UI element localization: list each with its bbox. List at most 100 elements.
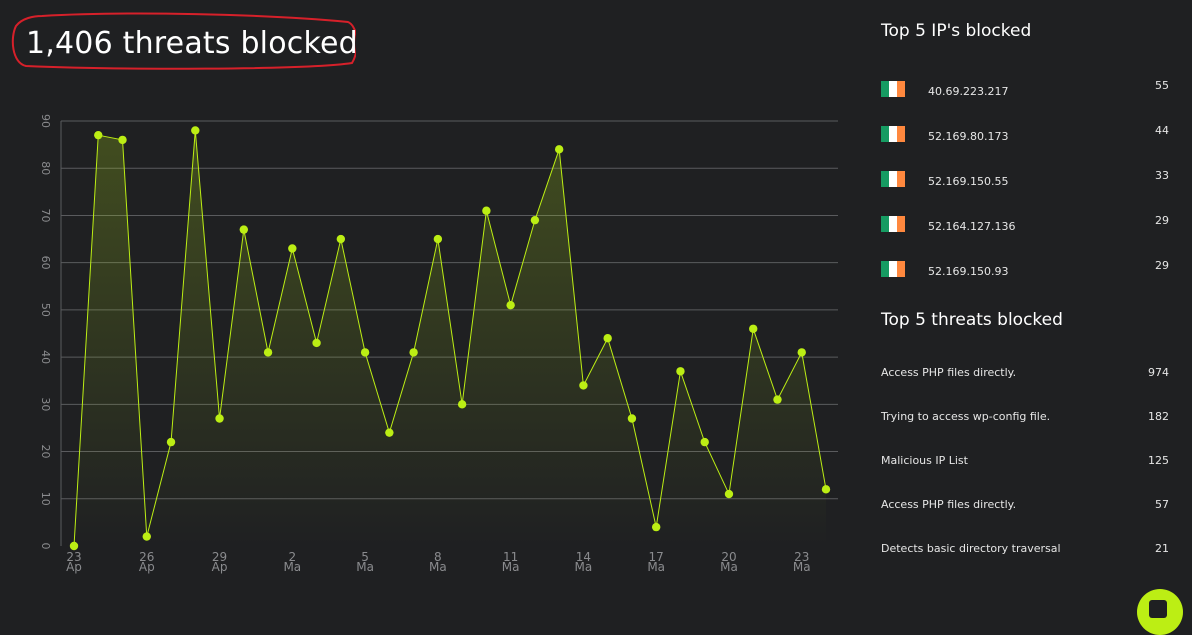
threat-count: 57: [1155, 498, 1169, 511]
data-point: [409, 348, 418, 357]
ireland-flag-icon: [881, 171, 905, 187]
ip-list-item: 40.69.223.217 55: [881, 79, 1173, 105]
data-point: [530, 215, 540, 225]
x-tick-month: Ma: [283, 560, 301, 574]
ireland-flag-icon: [881, 81, 905, 97]
x-tick-day: 20: [721, 550, 736, 564]
data-point: [749, 324, 758, 333]
ip-count: 44: [1155, 124, 1169, 137]
area-fill: [74, 130, 826, 546]
threat-list-item: Malicious IP List 125: [881, 454, 1173, 474]
x-tick-day: 23: [794, 550, 809, 564]
data-point: [288, 244, 297, 253]
data-point: [482, 206, 491, 215]
x-tick-day: 2: [289, 550, 297, 564]
ip-list-item: 52.169.80.173 44: [881, 124, 1173, 150]
data-point: [166, 437, 176, 447]
x-tick-month: Ma: [502, 560, 520, 574]
ip-count: 55: [1155, 79, 1169, 92]
y-tick-label: 50: [39, 303, 52, 317]
y-tick-label: 90: [39, 114, 52, 128]
x-tick-month: Ap: [212, 560, 228, 574]
data-point: [94, 130, 103, 140]
ireland-flag-icon: [881, 216, 905, 232]
ip-address: 52.169.150.55: [928, 175, 1009, 188]
data-point: [579, 381, 588, 390]
data-point: [118, 135, 127, 145]
data-point: [797, 348, 806, 357]
y-tick-label: 10: [39, 492, 52, 506]
ip-list-item: 52.169.150.93 29: [881, 259, 1173, 285]
x-tick-month: Ma: [429, 560, 447, 574]
top-ips-title: Top 5 IP's blocked: [881, 21, 1032, 41]
y-tick-label: 60: [39, 256, 52, 270]
data-point: [312, 338, 321, 348]
threat-count: 21: [1155, 542, 1169, 555]
threat-list-item: Access PHP files directly. 974: [881, 366, 1173, 386]
data-point: [724, 489, 734, 499]
ireland-flag-icon: [881, 126, 905, 142]
threat-list-item: Trying to access wp-config file. 182: [881, 410, 1173, 430]
data-point: [191, 126, 200, 135]
y-tick-label: 40: [39, 350, 52, 364]
threat-name: Malicious IP List: [881, 454, 968, 467]
data-point: [506, 300, 515, 310]
ip-count: 29: [1155, 214, 1169, 227]
threat-count: 125: [1148, 454, 1169, 467]
threat-name: Access PHP files directly.: [881, 498, 1017, 511]
x-tick-month: Ma: [356, 560, 374, 574]
red-annotation-circle: [11, 12, 356, 70]
data-point: [821, 485, 831, 494]
data-point: [69, 541, 79, 551]
chat-launcher-button[interactable]: [1137, 589, 1183, 635]
data-point: [554, 145, 564, 154]
data-point: [433, 234, 443, 244]
x-tick-day: 17: [649, 550, 664, 564]
x-tick-month: Ma: [793, 560, 811, 574]
x-tick-day: 29: [212, 550, 227, 564]
y-tick-label: 70: [39, 208, 52, 222]
x-tick-month: Ma: [647, 560, 665, 574]
threat-list-item: Detects basic directory traversal 21: [881, 542, 1173, 562]
data-point: [457, 400, 467, 409]
x-tick-month: Ma: [720, 560, 738, 574]
ip-list-item: 52.164.127.136 29: [881, 214, 1173, 240]
threat-name: Detects basic directory traversal: [881, 542, 1061, 555]
ip-count: 33: [1155, 169, 1169, 182]
data-point: [263, 348, 273, 357]
threats-blocked-headline: 1,406 threats blocked: [26, 26, 358, 61]
threat-count: 182: [1148, 410, 1169, 423]
ip-count: 29: [1155, 259, 1169, 272]
data-point: [385, 428, 394, 437]
ip-address: 40.69.223.217: [928, 85, 1009, 98]
x-tick-month: Ma: [575, 560, 593, 574]
y-tick-label: 20: [39, 445, 52, 459]
data-point: [239, 225, 249, 234]
x-tick-day: 14: [576, 550, 591, 564]
data-point: [627, 414, 637, 423]
threat-list-item: Access PHP files directly. 57: [881, 498, 1173, 518]
y-tick-label: 80: [39, 161, 52, 175]
top-threats-title: Top 5 threats blocked: [881, 310, 1063, 330]
ip-address: 52.169.80.173: [928, 130, 1009, 143]
x-tick-day: 23: [66, 550, 81, 564]
data-point: [215, 414, 224, 423]
data-point: [142, 532, 151, 541]
data-point: [651, 522, 661, 532]
threats-chart: 010203040506070809023Ap26Ap29Ap2Ma5Ma8Ma…: [39, 114, 838, 574]
x-tick-day: 26: [139, 550, 154, 564]
data-point: [336, 234, 346, 244]
x-tick-day: 11: [503, 550, 518, 564]
data-point: [360, 348, 370, 357]
data-point: [603, 334, 612, 343]
x-tick-day: 5: [361, 550, 369, 564]
y-tick-label: 0: [39, 543, 52, 550]
threat-name: Access PHP files directly.: [881, 366, 1017, 379]
y-tick-label: 30: [39, 397, 52, 411]
series-line: [73, 130, 827, 547]
chat-icon: [1149, 600, 1167, 618]
ip-address: 52.164.127.136: [928, 220, 1016, 233]
threat-count: 974: [1148, 366, 1169, 379]
data-point: [676, 367, 685, 376]
threat-name: Trying to access wp-config file.: [881, 410, 1051, 423]
